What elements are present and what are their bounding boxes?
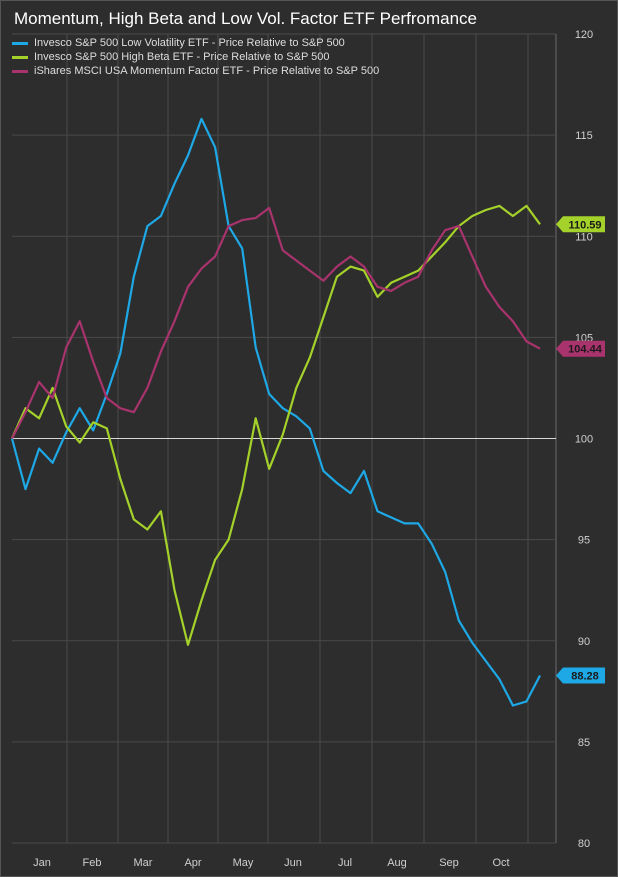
legend-swatch-high-beta [12, 55, 28, 59]
end-label-0: 88.28 [556, 667, 605, 684]
chart-title: Momentum, High Beta and Low Vol. Factor … [14, 9, 477, 28]
legend-swatch-low-volatility [12, 41, 28, 45]
x-tick-label: Jun [284, 857, 302, 869]
series-line-0 [10, 117, 541, 707]
series-line-2 [11, 206, 541, 440]
end-label-value: 104.44 [568, 344, 603, 356]
y-tick-label: 90 [578, 636, 590, 648]
end-label-1: 110.59 [556, 216, 605, 233]
legend-label-low-volatility: Invesco S&P 500 Low Volatility ETF - Pri… [34, 37, 345, 49]
x-tick-label: Apr [184, 857, 201, 869]
legend-label-momentum: iShares MSCI USA Momentum Factor ETF - P… [34, 65, 380, 77]
y-tick-label: 115 [575, 130, 593, 142]
series-end-labels: 88.28 110.59 104.44 [556, 216, 605, 684]
x-tick-label: Feb [83, 857, 102, 869]
y-tick-label: 85 [578, 737, 590, 749]
legend-item-low-volatility[interactable]: Invesco S&P 500 Low Volatility ETF - Pri… [12, 36, 379, 50]
x-tick-label: Jul [338, 857, 352, 869]
legend-swatch-momentum [12, 69, 28, 73]
x-tick-label: Aug [387, 857, 407, 869]
legend-item-momentum[interactable]: iShares MSCI USA Momentum Factor ETF - P… [12, 64, 379, 78]
grid-lines [12, 33, 557, 844]
legend-label-high-beta: Invesco S&P 500 High Beta ETF - Price Re… [34, 51, 330, 63]
end-label-badge [556, 340, 605, 357]
x-tick-label: Oct [492, 857, 509, 869]
end-label-badge [556, 667, 605, 684]
x-tick-label: Sep [439, 857, 459, 869]
y-tick-label: 110 [575, 231, 593, 243]
legend-item-high-beta[interactable]: Invesco S&P 500 High Beta ETF - Price Re… [12, 50, 379, 64]
series-lines [10, 117, 541, 707]
x-tick-label: Jan [33, 857, 51, 869]
x-axis-ticks: Jan Feb Mar Apr May Jun Jul Aug Sep Oct [33, 857, 509, 869]
end-label-2: 104.44 [556, 340, 605, 357]
x-tick-label: May [233, 857, 254, 869]
y-tick-label: 100 [575, 434, 593, 446]
series-line-1 [10, 204, 541, 646]
legend: Invesco S&P 500 Low Volatility ETF - Pri… [12, 36, 379, 78]
end-label-badge [556, 216, 605, 233]
y-tick-label: 80 [578, 838, 590, 850]
end-label-value: 110.59 [568, 219, 601, 231]
y-tick-label: 120 [575, 29, 593, 41]
y-tick-label: 95 [578, 535, 590, 547]
x-tick-label: Mar [134, 857, 153, 869]
end-label-value: 88.28 [571, 671, 599, 683]
